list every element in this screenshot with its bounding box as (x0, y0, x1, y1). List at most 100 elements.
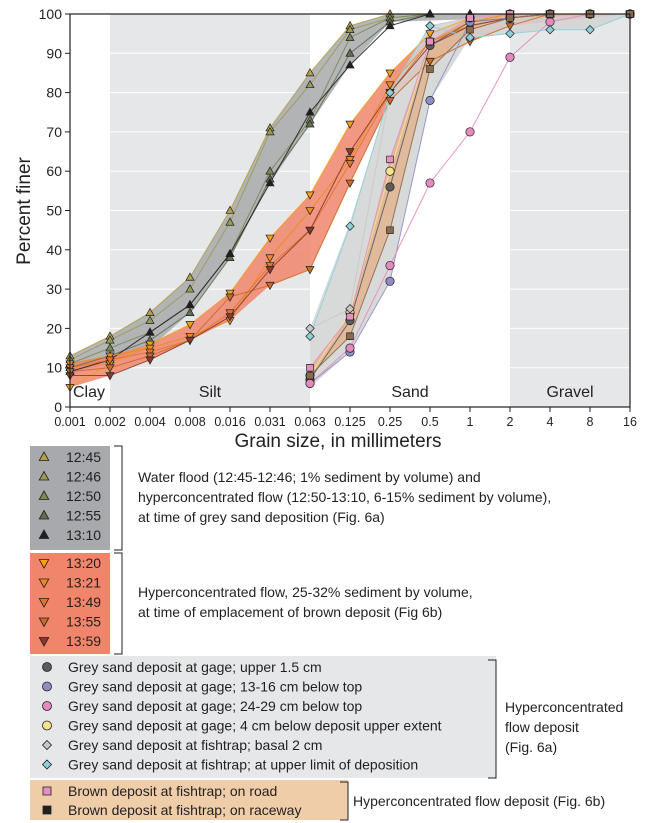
y-axis-label: Percent finer (14, 156, 35, 264)
data-point (585, 25, 595, 35)
data-point (145, 352, 155, 361)
legend-label-group3: Grey sand deposit at fishtrap; basal 2 c… (68, 737, 322, 753)
y-tick-label: 70 (46, 124, 62, 140)
axes: 0 10 20 30 40 50 60 70 80 90 100 0.001 0.002 0.004 0.0… (39, 6, 637, 429)
legend-label-group3: Grey sand deposit at gage; upper 1.5 cm (68, 659, 322, 675)
data-point (145, 340, 155, 350)
x-tick-label: 0.125 (334, 415, 365, 429)
legend-label-group2: 13:55 (66, 614, 101, 630)
envelopes (70, 14, 630, 388)
data-point (426, 37, 434, 46)
legend-label-group1: 12:50 (66, 488, 101, 504)
band-label-sand: Sand (391, 384, 428, 401)
data-point (385, 97, 395, 106)
data-point (386, 155, 394, 164)
data-point (425, 95, 435, 106)
legend-swatch-group3 (30, 656, 496, 778)
data-point (305, 119, 315, 128)
y-tick-label: 60 (46, 163, 62, 179)
data-point (145, 315, 155, 324)
x-tick-label: 0.031 (254, 415, 285, 429)
y-tick-label: 40 (46, 242, 62, 258)
x-tick-label: 0.25 (378, 415, 402, 429)
band-label-gravel: Gravel (546, 384, 593, 401)
data-point (105, 335, 115, 344)
data-point (105, 352, 115, 361)
legend-marker (41, 759, 53, 770)
data-point (185, 307, 195, 316)
legend-label-group1: 13:10 (66, 527, 101, 543)
data-point (345, 148, 355, 157)
data-point (345, 179, 355, 188)
y-tick-label: 90 (46, 45, 62, 61)
data-point (145, 356, 155, 365)
data-point (386, 226, 394, 234)
legend-marker (38, 578, 50, 589)
data-point (185, 336, 195, 346)
data-point (345, 32, 355, 41)
data-point (225, 293, 235, 302)
data-point (425, 21, 435, 31)
legend-description-group2: Hyperconcentrated flow, 25-32% sediment … (138, 584, 473, 600)
x-tick-label: 0.008 (174, 415, 205, 429)
data-point (225, 313, 235, 322)
data-point (225, 248, 235, 258)
data-point (425, 178, 435, 188)
data-point (265, 262, 275, 271)
legend-marker (38, 529, 50, 539)
envelope-brown-deposit (310, 14, 630, 376)
legend-marker (38, 637, 50, 647)
envelope-grey (70, 14, 630, 372)
x-tick-label: 16 (623, 415, 637, 429)
legend-label-group3: Grey sand deposit at fishtrap; at upper … (68, 757, 418, 773)
envelope-grey-deposit (310, 14, 630, 388)
y-tick-label: 100 (39, 6, 63, 22)
legend-label-group2: 13:59 (66, 633, 101, 649)
data-point (185, 272, 195, 281)
legend-description-group1: hyperconcentrated flow (12:50-13:10, 6-1… (138, 489, 551, 505)
data-point (305, 191, 315, 200)
legend-marker (42, 720, 52, 731)
data-point (345, 343, 355, 353)
legend-marker (42, 805, 52, 815)
data-point (345, 120, 355, 129)
data-point (385, 182, 395, 192)
legend-label-group3: Grey sand deposit at gage; 24-29 cm belo… (68, 698, 362, 714)
legend-bracket (114, 445, 123, 551)
data-point (265, 166, 275, 175)
data-point (385, 260, 395, 271)
data-point (225, 309, 235, 318)
data-point (145, 348, 155, 357)
band-label-silt: Silt (199, 384, 222, 401)
data-point (345, 24, 355, 34)
data-point (306, 363, 314, 372)
band-label-clay: Clay (73, 384, 105, 401)
data-point (345, 221, 355, 231)
data-point (425, 9, 435, 18)
data-point (305, 266, 315, 275)
x-tick-label: 1 (467, 415, 474, 429)
legend-marker (38, 509, 50, 520)
data-point (105, 356, 115, 365)
data-point (305, 331, 315, 341)
legend-marker (42, 681, 52, 692)
data-point (505, 28, 515, 39)
legend-marker (38, 598, 50, 608)
legend-marker (38, 559, 50, 569)
legend-label-group4: Brown deposit at fishtrap; on road (68, 783, 277, 799)
data-point (345, 48, 355, 57)
legend-marker (38, 490, 50, 500)
data-point (305, 226, 315, 236)
data-point (385, 20, 395, 30)
legend-marker (42, 662, 52, 672)
data-point (305, 378, 315, 388)
series-markers (65, 9, 635, 393)
legend-description-group1: Water flood (12:45-12:46; 1% sediment by… (138, 469, 481, 485)
y-tick-label: 80 (46, 85, 62, 101)
legend-description-group3: flow deposit (505, 719, 579, 735)
x-tick-label: 0.004 (134, 415, 165, 429)
data-point (185, 299, 195, 309)
legend-marker (41, 739, 53, 751)
data-point (265, 266, 275, 275)
data-point (346, 332, 354, 340)
